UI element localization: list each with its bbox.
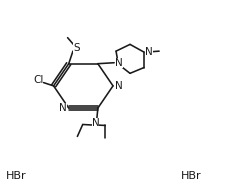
Text: N: N: [92, 118, 99, 128]
Text: HBr: HBr: [181, 171, 201, 181]
Text: Cl: Cl: [33, 75, 43, 85]
Text: N: N: [145, 47, 153, 57]
Text: N: N: [59, 103, 67, 113]
Text: S: S: [73, 43, 80, 53]
Text: N: N: [115, 81, 123, 91]
Text: N: N: [115, 58, 123, 68]
Text: HBr: HBr: [6, 171, 27, 181]
